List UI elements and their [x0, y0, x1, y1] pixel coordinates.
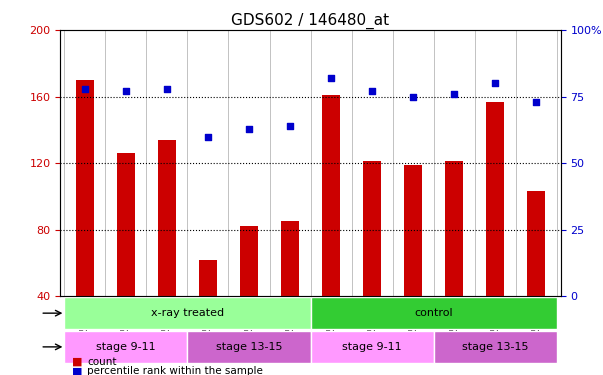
- Point: [80, 86, 90, 92]
- Point: [285, 123, 295, 129]
- FancyBboxPatch shape: [434, 331, 557, 363]
- Point: [531, 99, 541, 105]
- Point: [367, 88, 377, 94]
- FancyBboxPatch shape: [188, 331, 311, 363]
- FancyBboxPatch shape: [311, 331, 434, 363]
- Bar: [322, 95, 340, 296]
- Bar: [486, 102, 504, 296]
- Point: [121, 88, 131, 94]
- Bar: [363, 162, 381, 296]
- Point: [203, 134, 213, 140]
- FancyBboxPatch shape: [65, 331, 188, 363]
- Text: ■: ■: [72, 366, 83, 375]
- Point: [490, 80, 500, 86]
- Text: percentile rank within the sample: percentile rank within the sample: [87, 366, 264, 375]
- Text: control: control: [414, 308, 453, 318]
- Text: stage 13-15: stage 13-15: [462, 342, 528, 352]
- Point: [244, 126, 254, 132]
- Point: [326, 75, 336, 81]
- Text: x-ray treated: x-ray treated: [151, 308, 224, 318]
- Text: ■: ■: [72, 357, 83, 367]
- Bar: [527, 192, 545, 296]
- Bar: [158, 140, 176, 296]
- Bar: [199, 260, 217, 296]
- Title: GDS602 / 146480_at: GDS602 / 146480_at: [232, 12, 390, 28]
- Text: count: count: [87, 357, 117, 367]
- Bar: [76, 80, 94, 296]
- Text: stage 9-11: stage 9-11: [343, 342, 402, 352]
- FancyBboxPatch shape: [65, 297, 311, 329]
- Bar: [117, 153, 135, 296]
- Text: stage 13-15: stage 13-15: [216, 342, 282, 352]
- Point: [408, 94, 418, 100]
- Bar: [404, 165, 422, 296]
- Bar: [281, 221, 299, 296]
- Bar: [445, 162, 463, 296]
- FancyBboxPatch shape: [311, 297, 557, 329]
- Bar: [240, 226, 258, 296]
- Point: [449, 91, 459, 97]
- Text: stage 9-11: stage 9-11: [96, 342, 156, 352]
- Point: [162, 86, 172, 92]
